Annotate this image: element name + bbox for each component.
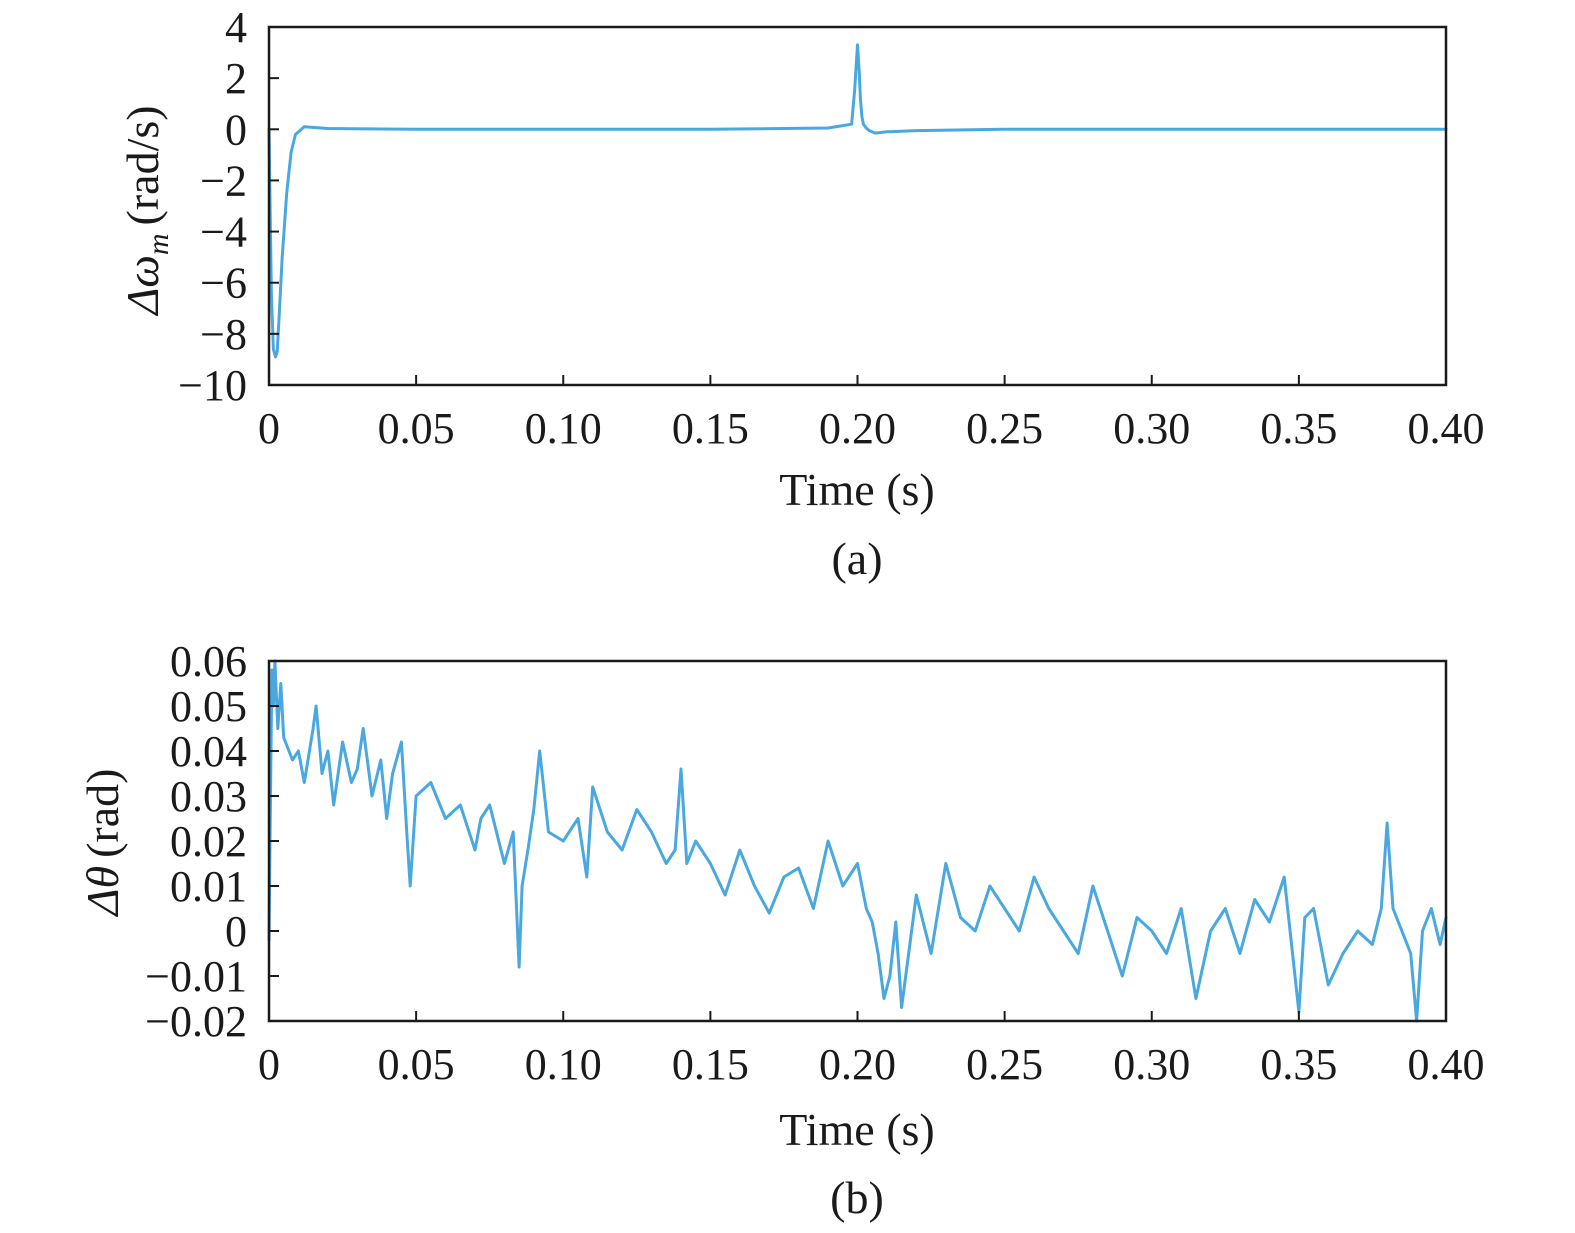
y-tick-label-a-2: −6 xyxy=(200,259,247,308)
y-axis-label-a-subscript: m xyxy=(142,233,175,255)
chart-panel-a: 0 0.05 0.10 0.15 0.20 0.25 0.30 0.35 0.40 −10−8−6… xyxy=(117,3,1485,584)
x-tick-label-a-2: 0.10 xyxy=(525,404,602,453)
y-tick-label-a-6: 2 xyxy=(225,54,247,103)
x-tick-label-b-4: 0.20 xyxy=(819,1040,896,1089)
y-tick-label-a-3: −4 xyxy=(200,208,247,257)
y-tick-label-b-7: 0.05 xyxy=(170,682,247,731)
y-tick-label-a-1: −8 xyxy=(200,310,247,359)
y-tick-label-a-7: 4 xyxy=(225,3,247,52)
x-tick-label-a-0: 0 xyxy=(258,404,280,453)
y-tick-label-b-5: 0.03 xyxy=(170,772,247,821)
plot-frame-b xyxy=(267,659,1448,1023)
y-tick-label-b-8: 0.06 xyxy=(170,637,247,686)
y-tick-label-a-0: −10 xyxy=(178,361,247,410)
y-tick-label-b-4: 0.02 xyxy=(170,817,247,866)
y-axis-label-a-symbol: Δω xyxy=(117,255,168,316)
x-tick-label-b-0: 0 xyxy=(258,1040,280,1089)
y-tick-label-b-3: 0.01 xyxy=(170,862,247,911)
y-tick-label-b-6: 0.04 xyxy=(170,727,247,776)
x-tick-label-a-5: 0.25 xyxy=(966,404,1043,453)
plot-area-b: 0 0.05 0.10 0.15 0.20 0.25 0.30 0.35 0.40 −0.02−0… xyxy=(145,637,1484,1089)
x-tick-label-b-6: 0.30 xyxy=(1113,1040,1190,1089)
y-tick-label-a-4: −2 xyxy=(200,156,247,205)
x-tick-label-a-4: 0.20 xyxy=(819,404,896,453)
series-line-b-0 xyxy=(267,659,1448,1023)
caption-a: (a) xyxy=(831,533,882,584)
series-line-a-0 xyxy=(267,43,1448,359)
x-tick-label-a-8: 0.40 xyxy=(1408,404,1485,453)
y-tick-label-a-5: 0 xyxy=(225,105,247,154)
y-axis-label-b-unit: (rad) xyxy=(77,769,128,858)
plot-area-a: 0 0.05 0.10 0.15 0.20 0.25 0.30 0.35 0.40 −10−8−6… xyxy=(178,3,1484,453)
y-axis-label-b-symbol: Δθ xyxy=(77,866,128,918)
x-tick-label-b-2: 0.10 xyxy=(525,1040,602,1089)
y-tick-label-b-2: 0 xyxy=(225,907,247,956)
x-tick-label-a-1: 0.05 xyxy=(378,404,455,453)
x-tick-label-a-6: 0.30 xyxy=(1113,404,1190,453)
x-axis-label-a: Time (s) xyxy=(779,464,935,515)
x-tick-label-a-7: 0.35 xyxy=(1260,404,1337,453)
x-tick-label-b-7: 0.35 xyxy=(1260,1040,1337,1089)
chart-panel-b: 0 0.05 0.10 0.15 0.20 0.25 0.30 0.35 0.40 −0.02−0… xyxy=(77,637,1485,1223)
x-tick-label-b-8: 0.40 xyxy=(1408,1040,1485,1089)
y-axis-label-a: Δωm (rad/s) xyxy=(117,105,175,316)
y-axis-label-a-unit: (rad/s) xyxy=(117,105,168,225)
x-tick-label-b-1: 0.05 xyxy=(378,1040,455,1089)
x-axis-label-b: Time (s) xyxy=(779,1104,935,1155)
x-tick-label-a-3: 0.15 xyxy=(672,404,749,453)
y-tick-label-b-0: −0.02 xyxy=(145,997,247,1046)
x-tick-label-b-3: 0.15 xyxy=(672,1040,749,1089)
y-tick-label-b-1: −0.01 xyxy=(145,952,247,1001)
x-tick-label-b-5: 0.25 xyxy=(966,1040,1043,1089)
caption-b: (b) xyxy=(830,1172,884,1223)
plot-frame-a xyxy=(267,25,1448,387)
y-axis-label-b: Δθ (rad) xyxy=(77,769,128,918)
